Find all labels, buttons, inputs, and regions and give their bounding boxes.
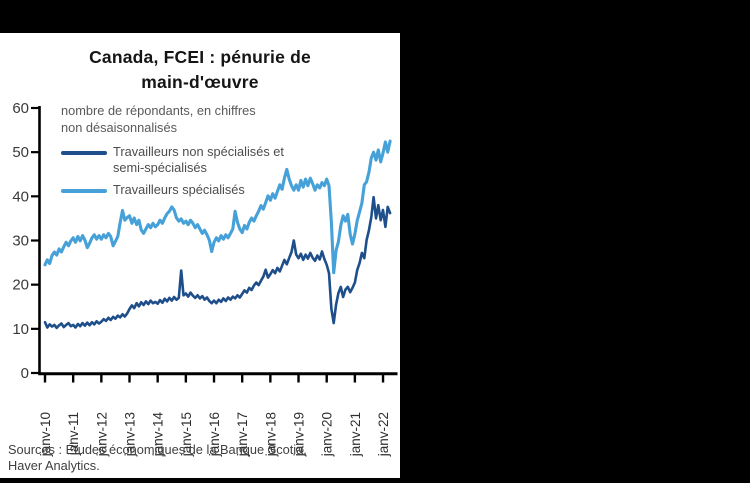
series-line-specialises	[43, 139, 392, 275]
x-tick-label: janv-12	[94, 412, 109, 457]
legend-swatch-specialises	[61, 189, 107, 193]
y-tick-label: 60	[12, 100, 29, 117]
chart-svg: 0 10 20 30 40 50 60 janv-10 janv-11 janv-12 janv-1…	[12, 100, 398, 458]
x-tick-label: janv-19	[292, 412, 307, 457]
legend-entry-specialises: Travailleurs spécialisés	[61, 182, 245, 198]
x-tick-label: janv-20	[320, 412, 335, 457]
x-tick-label: janv-15	[179, 412, 194, 457]
y-tick-label: 0	[21, 365, 29, 382]
y-tick-label: 30	[12, 233, 29, 250]
legend-swatch-non-specialises	[61, 151, 107, 155]
legend-label-specialises: Travailleurs spécialisés	[113, 182, 245, 198]
x-tick-label: janv-10	[38, 412, 53, 457]
chart-panel: 0 10 20 30 40 50 60 janv-10 janv-11 janv-12 janv-1…	[0, 33, 400, 478]
y-tick-label: 40	[12, 188, 29, 205]
chart-subtitle-line2: non désaisonnalisés	[61, 119, 177, 135]
chart-title-line2: main-d'œuvre	[141, 71, 259, 92]
legend-entry-non-specialises: Travailleurs non spécialisés et semi-spé…	[61, 144, 284, 176]
series-line-non-specialises	[43, 195, 392, 330]
y-tick-label: 10	[12, 321, 29, 338]
chart-subtitle-line1: nombre de répondants, en chiffres	[61, 103, 256, 118]
x-tick-label: janv-22	[376, 412, 391, 457]
sources-line1: Sources : Études économiques de la Banqu…	[8, 442, 307, 457]
legend-label-line: Travailleurs spécialisés	[113, 182, 245, 197]
y-tick-label: 20	[12, 277, 29, 294]
x-tick-label: janv-11	[66, 412, 81, 456]
sources-note: Sources : Études économiques de la Banqu…	[8, 442, 307, 474]
legend-label-line: Travailleurs non spécialisés et	[113, 144, 284, 159]
y-tick-label: 50	[12, 144, 29, 161]
x-tick-label: janv-14	[151, 412, 166, 458]
x-tick-label: janv-18	[263, 412, 278, 457]
legend-label-line: semi-spécialisés	[113, 160, 207, 176]
chart-subtitle: nombre de répondants, en chiffres non dé…	[61, 103, 256, 136]
chart-title: Canada, FCEI : pénurie de main-d'œuvre	[0, 45, 400, 94]
x-tick-label: janv-17	[235, 412, 250, 457]
sources-line2: Haver Analytics.	[8, 458, 100, 474]
legend-label-non-specialises: Travailleurs non spécialisés et semi-spé…	[113, 144, 284, 176]
x-tick-label: janv-13	[123, 412, 138, 457]
x-tick-label: janv-21	[348, 412, 363, 457]
chart-title-line1: Canada, FCEI : pénurie de	[89, 47, 311, 67]
x-tick-label: janv-16	[207, 412, 222, 457]
